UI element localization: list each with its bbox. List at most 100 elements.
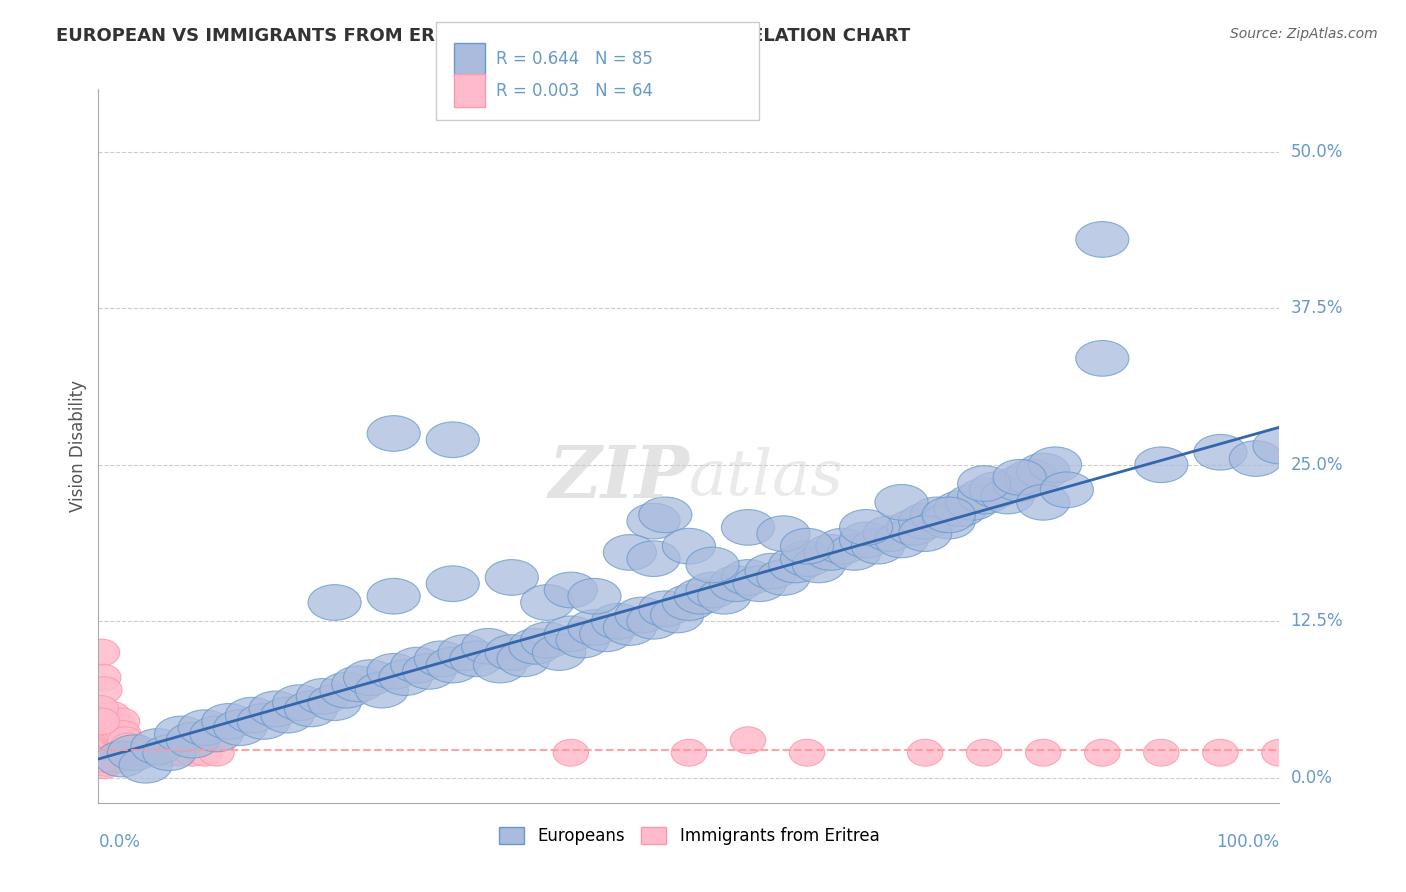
Ellipse shape bbox=[485, 635, 538, 671]
Ellipse shape bbox=[439, 635, 491, 671]
Ellipse shape bbox=[110, 733, 146, 760]
Text: 12.5%: 12.5% bbox=[1291, 612, 1343, 631]
Ellipse shape bbox=[104, 708, 139, 735]
Ellipse shape bbox=[662, 584, 716, 620]
Ellipse shape bbox=[103, 746, 138, 772]
Ellipse shape bbox=[87, 677, 122, 704]
Ellipse shape bbox=[520, 584, 574, 620]
Ellipse shape bbox=[187, 739, 222, 766]
Ellipse shape bbox=[509, 629, 562, 665]
Ellipse shape bbox=[98, 721, 134, 747]
Ellipse shape bbox=[84, 708, 120, 735]
Ellipse shape bbox=[875, 484, 928, 520]
Ellipse shape bbox=[100, 746, 135, 772]
Ellipse shape bbox=[87, 746, 124, 772]
Ellipse shape bbox=[957, 466, 1011, 501]
Ellipse shape bbox=[91, 742, 127, 769]
Ellipse shape bbox=[198, 739, 235, 766]
Ellipse shape bbox=[474, 648, 527, 683]
Ellipse shape bbox=[922, 497, 976, 533]
Ellipse shape bbox=[815, 528, 869, 564]
Ellipse shape bbox=[225, 698, 278, 733]
Ellipse shape bbox=[957, 478, 1011, 514]
Ellipse shape bbox=[238, 704, 291, 739]
Ellipse shape bbox=[105, 733, 141, 760]
Ellipse shape bbox=[1202, 739, 1239, 766]
Ellipse shape bbox=[426, 566, 479, 601]
Ellipse shape bbox=[94, 739, 129, 766]
Text: R = 0.644   N = 85: R = 0.644 N = 85 bbox=[496, 50, 654, 69]
Text: R = 0.003   N = 64: R = 0.003 N = 64 bbox=[496, 81, 654, 100]
Ellipse shape bbox=[568, 610, 621, 646]
Ellipse shape bbox=[627, 603, 681, 639]
Ellipse shape bbox=[627, 503, 681, 539]
Ellipse shape bbox=[107, 739, 142, 766]
Ellipse shape bbox=[321, 673, 373, 708]
Ellipse shape bbox=[91, 714, 127, 741]
Ellipse shape bbox=[308, 584, 361, 620]
Ellipse shape bbox=[131, 729, 184, 764]
Ellipse shape bbox=[898, 503, 952, 539]
Ellipse shape bbox=[553, 739, 589, 766]
Ellipse shape bbox=[163, 739, 198, 766]
Ellipse shape bbox=[793, 547, 845, 582]
Ellipse shape bbox=[568, 578, 621, 614]
Ellipse shape bbox=[297, 679, 350, 714]
Ellipse shape bbox=[1076, 341, 1129, 376]
Ellipse shape bbox=[981, 478, 1035, 514]
Text: ZIP: ZIP bbox=[548, 442, 689, 513]
Ellipse shape bbox=[887, 509, 941, 545]
Ellipse shape bbox=[603, 534, 657, 570]
Ellipse shape bbox=[262, 698, 314, 733]
Ellipse shape bbox=[993, 466, 1046, 501]
Ellipse shape bbox=[721, 559, 775, 595]
Ellipse shape bbox=[911, 497, 963, 533]
Ellipse shape bbox=[756, 559, 810, 595]
Ellipse shape bbox=[105, 721, 141, 747]
Ellipse shape bbox=[93, 733, 128, 760]
Ellipse shape bbox=[697, 578, 751, 614]
Ellipse shape bbox=[190, 716, 243, 752]
Text: 50.0%: 50.0% bbox=[1291, 143, 1343, 161]
Ellipse shape bbox=[96, 737, 132, 764]
Ellipse shape bbox=[97, 742, 132, 769]
Legend: Europeans, Immigrants from Eritrea: Europeans, Immigrants from Eritrea bbox=[492, 820, 886, 852]
Ellipse shape bbox=[993, 459, 1046, 495]
Text: 0.0%: 0.0% bbox=[98, 833, 141, 851]
Ellipse shape bbox=[94, 708, 129, 735]
Ellipse shape bbox=[734, 566, 786, 601]
Ellipse shape bbox=[1143, 739, 1180, 766]
Ellipse shape bbox=[627, 541, 681, 576]
Ellipse shape bbox=[450, 641, 503, 677]
Ellipse shape bbox=[662, 528, 716, 564]
Ellipse shape bbox=[1229, 441, 1282, 476]
Ellipse shape bbox=[875, 522, 928, 558]
Ellipse shape bbox=[103, 714, 138, 741]
Text: Source: ZipAtlas.com: Source: ZipAtlas.com bbox=[1230, 27, 1378, 41]
Ellipse shape bbox=[863, 516, 917, 551]
Ellipse shape bbox=[391, 648, 444, 683]
Ellipse shape bbox=[498, 641, 550, 677]
Ellipse shape bbox=[367, 416, 420, 451]
Ellipse shape bbox=[93, 721, 128, 747]
Ellipse shape bbox=[1005, 459, 1059, 495]
Ellipse shape bbox=[675, 578, 727, 614]
Ellipse shape bbox=[308, 685, 361, 721]
Y-axis label: Vision Disability: Vision Disability bbox=[69, 380, 87, 512]
Ellipse shape bbox=[90, 721, 125, 747]
Ellipse shape bbox=[721, 509, 775, 545]
Ellipse shape bbox=[426, 422, 479, 458]
Text: 0.0%: 0.0% bbox=[1291, 769, 1333, 787]
Ellipse shape bbox=[356, 673, 409, 708]
Ellipse shape bbox=[907, 739, 943, 766]
Ellipse shape bbox=[710, 566, 763, 601]
Ellipse shape bbox=[83, 696, 118, 723]
Ellipse shape bbox=[485, 559, 538, 595]
Ellipse shape bbox=[84, 640, 120, 666]
Ellipse shape bbox=[828, 534, 882, 570]
Ellipse shape bbox=[152, 739, 187, 766]
Ellipse shape bbox=[103, 737, 139, 764]
Ellipse shape bbox=[934, 491, 987, 526]
Ellipse shape bbox=[202, 704, 254, 739]
Ellipse shape bbox=[922, 503, 976, 539]
